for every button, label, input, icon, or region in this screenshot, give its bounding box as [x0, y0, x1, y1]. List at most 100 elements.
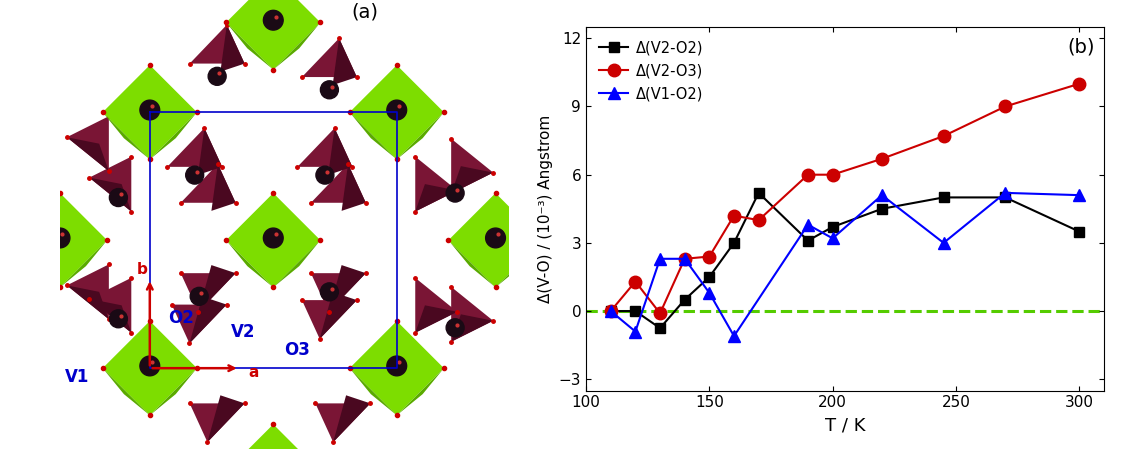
Δ(V2-O2)	[727, 240, 741, 246]
Δ(V1-O2)	[702, 290, 716, 295]
Polygon shape	[329, 265, 365, 312]
Δ(V1-O2)	[678, 256, 692, 261]
Polygon shape	[311, 273, 365, 312]
Polygon shape	[181, 273, 236, 312]
Δ(V1-O2)	[826, 236, 840, 241]
Polygon shape	[349, 321, 444, 415]
Polygon shape	[297, 128, 353, 167]
Circle shape	[316, 166, 333, 184]
Polygon shape	[320, 292, 357, 339]
Polygon shape	[415, 184, 457, 211]
Circle shape	[50, 228, 69, 248]
Polygon shape	[415, 157, 457, 211]
Text: O2: O2	[167, 309, 193, 327]
Polygon shape	[181, 164, 236, 203]
Polygon shape	[226, 193, 321, 287]
Polygon shape	[226, 240, 273, 287]
Δ(V2-O3)	[702, 254, 716, 259]
Polygon shape	[13, 240, 60, 287]
Polygon shape	[89, 278, 131, 333]
Polygon shape	[198, 265, 236, 312]
Circle shape	[387, 100, 406, 120]
Polygon shape	[311, 164, 365, 203]
Circle shape	[109, 310, 127, 328]
Line: Δ(V2-O3): Δ(V2-O3)	[604, 78, 1086, 320]
Δ(V2-O3)	[826, 172, 840, 177]
Polygon shape	[349, 65, 444, 159]
Polygon shape	[349, 112, 397, 159]
Circle shape	[446, 184, 464, 202]
Polygon shape	[60, 240, 107, 287]
Polygon shape	[273, 22, 321, 70]
Polygon shape	[341, 164, 365, 211]
Polygon shape	[67, 137, 109, 171]
Polygon shape	[397, 112, 444, 159]
Polygon shape	[328, 128, 353, 175]
Polygon shape	[89, 299, 131, 333]
Polygon shape	[451, 314, 493, 342]
Δ(V2-O2)	[678, 297, 692, 303]
Polygon shape	[226, 424, 321, 449]
Polygon shape	[13, 193, 107, 287]
Text: a: a	[248, 365, 259, 380]
Legend: Δ(V2-O2), Δ(V2-O3), Δ(V1-O2): Δ(V2-O2), Δ(V2-O3), Δ(V1-O2)	[593, 34, 709, 107]
Polygon shape	[67, 286, 109, 319]
Δ(V2-O3)	[937, 133, 950, 139]
Polygon shape	[190, 403, 245, 442]
Text: O3: O3	[284, 341, 311, 359]
Polygon shape	[67, 264, 109, 319]
Polygon shape	[190, 25, 245, 64]
Polygon shape	[349, 368, 397, 415]
Circle shape	[486, 228, 505, 248]
Text: V1: V1	[65, 368, 89, 386]
Polygon shape	[102, 321, 197, 415]
Δ(V2-O3)	[653, 311, 667, 316]
Text: (b): (b)	[1067, 38, 1095, 57]
Δ(V2-O3)	[727, 213, 741, 218]
Text: (a): (a)	[352, 3, 379, 22]
Polygon shape	[333, 395, 370, 442]
Circle shape	[140, 100, 159, 120]
Polygon shape	[448, 193, 543, 287]
Polygon shape	[150, 112, 197, 159]
Δ(V2-O2)	[653, 326, 667, 331]
Polygon shape	[212, 164, 236, 211]
Polygon shape	[67, 116, 109, 171]
Δ(V1-O2)	[875, 193, 889, 198]
Polygon shape	[190, 296, 226, 343]
Polygon shape	[273, 240, 321, 287]
Δ(V2-O2)	[937, 195, 950, 200]
Line: Δ(V1-O2): Δ(V1-O2)	[605, 187, 1085, 342]
Polygon shape	[207, 395, 245, 442]
Line: Δ(V2-O2): Δ(V2-O2)	[605, 188, 1085, 333]
Polygon shape	[167, 128, 222, 167]
Polygon shape	[226, 0, 321, 70]
Polygon shape	[89, 157, 131, 211]
Polygon shape	[302, 300, 357, 339]
Circle shape	[263, 10, 283, 30]
Polygon shape	[495, 240, 543, 287]
Δ(V2-O3)	[998, 104, 1012, 109]
Polygon shape	[315, 403, 370, 442]
Polygon shape	[451, 166, 493, 194]
Polygon shape	[89, 178, 131, 211]
Δ(V2-O3)	[678, 256, 692, 261]
Circle shape	[387, 356, 406, 376]
Circle shape	[263, 228, 283, 248]
Polygon shape	[448, 240, 495, 287]
Polygon shape	[221, 25, 245, 72]
Polygon shape	[102, 368, 150, 415]
Polygon shape	[415, 305, 457, 333]
Circle shape	[321, 81, 338, 99]
Δ(V1-O2)	[1072, 193, 1086, 198]
Δ(V2-O2)	[875, 206, 889, 211]
Δ(V2-O2)	[628, 308, 642, 314]
Δ(V2-O2)	[826, 224, 840, 230]
Polygon shape	[102, 65, 197, 159]
Δ(V2-O2)	[998, 195, 1012, 200]
Δ(V1-O2)	[998, 190, 1012, 196]
Circle shape	[185, 166, 204, 184]
Polygon shape	[415, 278, 457, 333]
Circle shape	[321, 283, 338, 301]
Polygon shape	[198, 128, 222, 175]
